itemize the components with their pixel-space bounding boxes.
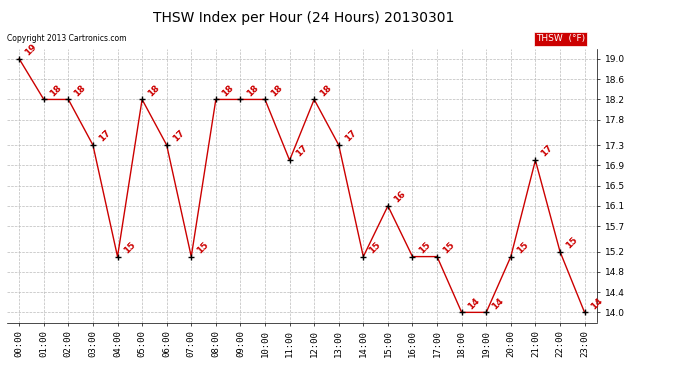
Text: 15: 15 [515,240,530,255]
Text: 17: 17 [294,144,309,159]
Text: 14: 14 [466,296,481,311]
Text: 17: 17 [540,144,555,159]
Text: 17: 17 [171,128,186,144]
Text: 15: 15 [195,240,210,255]
Text: 14: 14 [491,296,506,311]
Text: 17: 17 [97,128,112,144]
Text: 14: 14 [589,296,604,311]
Text: 15: 15 [564,235,580,250]
Text: 15: 15 [441,240,457,255]
Text: THSW  (°F): THSW (°F) [536,34,585,43]
Text: 18: 18 [244,83,260,98]
Text: THSW Index per Hour (24 Hours) 20130301: THSW Index per Hour (24 Hours) 20130301 [153,11,454,25]
Text: 19: 19 [23,42,39,57]
Text: 18: 18 [269,83,284,98]
Text: 15: 15 [121,240,137,255]
Text: 16: 16 [392,189,407,204]
Text: 18: 18 [318,83,333,98]
Text: 15: 15 [368,240,383,255]
Text: 18: 18 [220,83,235,98]
Text: 18: 18 [146,83,161,98]
Text: 18: 18 [48,83,63,98]
Text: 17: 17 [343,128,358,144]
Text: 18: 18 [72,83,88,98]
Text: 15: 15 [417,240,432,255]
Text: Copyright 2013 Cartronics.com: Copyright 2013 Cartronics.com [7,34,126,43]
